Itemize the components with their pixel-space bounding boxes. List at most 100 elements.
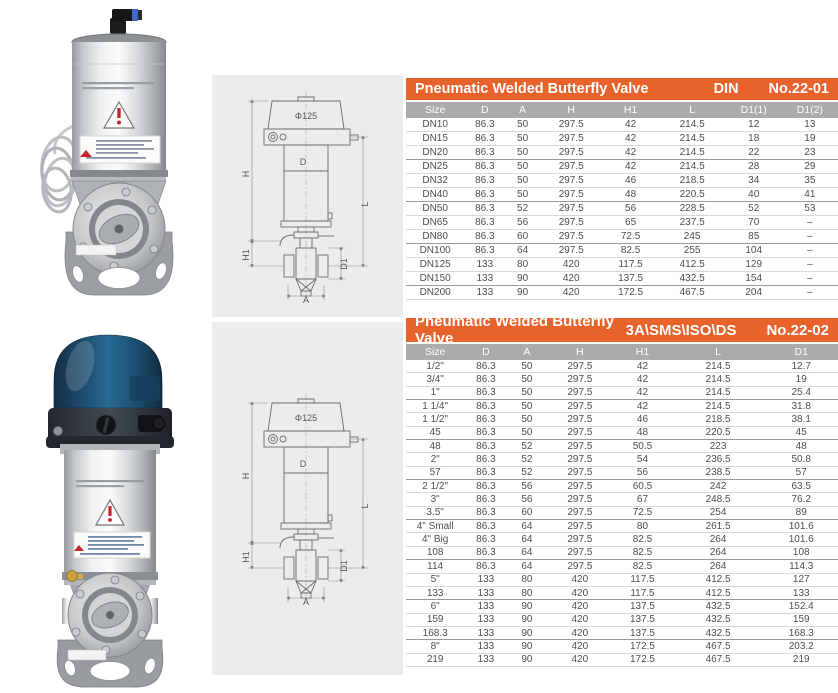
table-row: 3/4" 86.3 50 297.5 42 214.5 19 xyxy=(406,373,838,387)
column-header: H xyxy=(567,104,575,116)
butterfly-valve-flange xyxy=(67,572,153,658)
table-cell: 86.3 xyxy=(476,494,496,506)
table-cell: 82.5 xyxy=(632,534,653,546)
table-row: 6" 133 90 420 137.5 432.5 152.4 xyxy=(406,600,838,614)
table-cell: 420 xyxy=(571,600,589,612)
table-cell: 297.5 xyxy=(567,414,593,426)
table-cell: 46 xyxy=(625,175,637,186)
table-cell: 297.5 xyxy=(567,547,593,559)
table-cell: 90 xyxy=(517,287,529,298)
table-cell: – xyxy=(807,231,813,242)
table-cell: DN40 xyxy=(422,189,448,200)
table-cell: 50 xyxy=(521,400,533,412)
table-cell: 86.3 xyxy=(475,231,495,242)
table-cell: 23 xyxy=(804,147,816,158)
table-row: 3" 86.3 56 297.5 67 248.5 76.2 xyxy=(406,493,838,507)
table-cell: 80 xyxy=(521,574,533,586)
table-cell: 220.5 xyxy=(679,189,705,200)
table-cell: 4" Big xyxy=(421,534,449,546)
table-cell: 297.5 xyxy=(567,534,593,546)
table-cell: 264 xyxy=(709,547,727,559)
table-cell: 90 xyxy=(521,627,533,639)
table-number: No.22-01 xyxy=(768,81,829,97)
column-header: Size xyxy=(424,346,446,358)
table-cell: 12.7 xyxy=(791,360,811,372)
table-cell: 1/2" xyxy=(426,360,444,372)
table-cell: 50 xyxy=(521,360,533,372)
table-body: DN10 86.3 50 297.5 42 214.5 12 13 DN15 86.3 50 297.… xyxy=(406,118,838,300)
column-header: D1(2) xyxy=(796,104,823,116)
table-cell: 137.5 xyxy=(618,273,644,284)
table-row: 1" 86.3 50 297.5 42 214.5 25.4 xyxy=(406,387,838,401)
spec-table-3a-sms-iso-ds: Pneumatic Welded Butterfly Valve 3A\SMS\… xyxy=(406,313,838,667)
table-cell: DN15 xyxy=(422,133,448,144)
table-cell: 80 xyxy=(636,520,649,532)
table-cell: 90 xyxy=(521,600,533,612)
table-cell: – xyxy=(807,245,813,256)
table-cell: 72.5 xyxy=(632,507,653,519)
table-cell: 54 xyxy=(636,454,649,466)
table-cell: 31.8 xyxy=(791,400,811,412)
table-cell: – xyxy=(807,287,813,298)
table-cell: 86.3 xyxy=(476,427,496,439)
table-cell: 220.5 xyxy=(705,427,731,439)
table-cell: 168.3 xyxy=(422,627,448,639)
table-row: DN100 86.3 64 297.5 82.5 255 104 – xyxy=(406,244,838,258)
table-cell: 42 xyxy=(636,374,649,386)
table-cell: 5" xyxy=(430,574,440,586)
table-cell: 242 xyxy=(709,480,727,492)
table-cell: 214.5 xyxy=(679,119,705,130)
table-cell: 86.3 xyxy=(475,119,495,130)
table-cell: 137.5 xyxy=(629,614,655,626)
table-cell: 42 xyxy=(625,133,637,144)
table-cell: 214.5 xyxy=(679,147,705,158)
table-title-bar: Pneumatic Welded Butterfly Valve 3A\SMS\… xyxy=(406,313,838,347)
table-cell: 86.3 xyxy=(476,387,496,399)
table-cell: 114.3 xyxy=(789,560,814,572)
table-cell: 56 xyxy=(625,203,637,214)
table-cell: 420 xyxy=(571,654,589,666)
table-cell: 50 xyxy=(521,427,533,439)
table-cell: 432.5 xyxy=(705,627,731,639)
table-cell: 214.5 xyxy=(679,161,705,172)
table-cell: 1" xyxy=(430,387,440,399)
table-cell: 297.5 xyxy=(567,467,593,479)
table-cell: 90 xyxy=(517,273,529,284)
table-cell: 48 xyxy=(795,440,807,452)
table-cell: DN100 xyxy=(419,245,451,256)
table-cell: 133 xyxy=(476,273,494,284)
table-cell: 29 xyxy=(804,161,816,172)
table-row: DN25 86.3 50 297.5 42 214.5 28 29 xyxy=(406,160,838,174)
table-cell: 297.5 xyxy=(567,520,593,532)
table-row: 168.3 133 90 420 137.5 432.5 168.3 xyxy=(406,627,838,641)
table-cell: – xyxy=(807,259,813,270)
table-cell: 56 xyxy=(636,467,649,479)
table-cell: 52 xyxy=(748,203,760,214)
bracket-cutouts xyxy=(64,649,156,681)
table-row: 5" 133 80 420 117.5 412.5 127 xyxy=(406,574,838,587)
table-cell: 261.5 xyxy=(705,520,731,532)
table-cell: 297.5 xyxy=(567,494,593,506)
table-cell: 52 xyxy=(521,440,533,452)
table-cell: 86.3 xyxy=(476,400,496,412)
table-cell: 133 xyxy=(477,627,495,639)
table-cell: 117.5 xyxy=(618,259,643,270)
table-cell: 42 xyxy=(636,387,649,399)
table-cell: 50 xyxy=(517,133,529,144)
table-cell: 57 xyxy=(795,467,807,479)
table-cell: DN150 xyxy=(419,273,451,284)
table-cell: 432.5 xyxy=(705,600,731,612)
table-standard: DIN xyxy=(713,81,739,97)
table-cell: 297.5 xyxy=(567,480,593,492)
spec-table-din: Pneumatic Welded Butterfly Valve DIN No.… xyxy=(406,78,838,300)
table-cell: 76.2 xyxy=(791,494,811,506)
table-row: DN150 133 90 420 137.5 432.5 154 – xyxy=(406,272,838,286)
table-cell: 86.3 xyxy=(475,245,495,256)
table-cell: 89 xyxy=(795,507,807,519)
table-cell: 60 xyxy=(517,231,529,242)
table-cell: 297.5 xyxy=(567,440,593,452)
table-cell: 6" xyxy=(430,600,440,612)
table-cell: 60.5 xyxy=(632,480,653,492)
table-cell: 86.3 xyxy=(475,147,495,158)
